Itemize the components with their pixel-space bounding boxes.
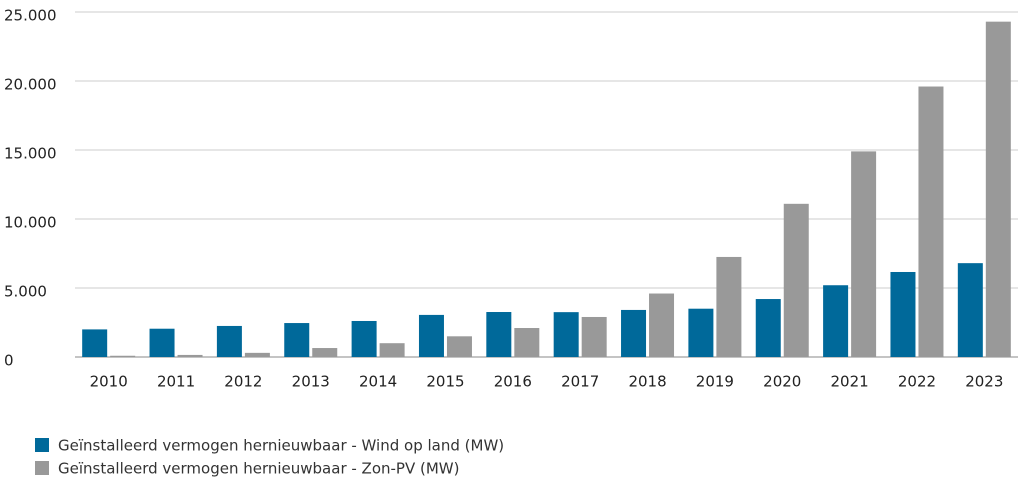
bar	[918, 86, 944, 358]
bar	[244, 352, 270, 357]
y-tick-label: 0	[4, 352, 14, 370]
legend-swatch	[35, 461, 49, 475]
bar	[149, 328, 175, 357]
x-tick-label: 2016	[494, 373, 532, 391]
x-tick-label: 2015	[426, 373, 464, 391]
x-tick-label: 2019	[696, 373, 734, 391]
x-tick-label: 2017	[561, 373, 599, 391]
x-tick-label: 2012	[224, 373, 262, 391]
bar	[216, 325, 242, 357]
bar	[649, 293, 675, 357]
x-tick-label: 2011	[157, 373, 195, 391]
x-tick-label: 2013	[292, 373, 330, 391]
x-tick-label: 2014	[359, 373, 397, 391]
bar	[553, 312, 579, 357]
x-tick-label: 2018	[628, 373, 666, 391]
bar	[418, 314, 444, 357]
bar	[688, 308, 714, 357]
x-tick-label: 2022	[898, 373, 936, 391]
bar	[716, 256, 742, 357]
bar	[177, 354, 203, 357]
bar	[351, 320, 377, 357]
bar	[486, 312, 512, 357]
x-tick-label: 2010	[90, 373, 128, 391]
x-tick-label: 2023	[965, 373, 1003, 391]
legend-label: Geïnstalleerd vermogen hernieuwbaar - Wi…	[58, 437, 504, 455]
bar	[851, 151, 877, 357]
bar	[312, 348, 338, 357]
bar	[957, 263, 983, 357]
bar	[446, 336, 472, 357]
bar	[82, 329, 108, 357]
bar	[514, 328, 540, 357]
x-tick-label: 2020	[763, 373, 801, 391]
bar	[890, 271, 916, 357]
bar	[110, 355, 136, 357]
bar	[985, 21, 1011, 357]
legend-swatch	[35, 438, 49, 452]
y-tick-label: 20.000	[4, 76, 57, 94]
y-tick-label: 10.000	[4, 214, 57, 232]
y-tick-label: 15.000	[4, 145, 57, 163]
y-tick-label: 25.000	[4, 7, 57, 25]
legend-label: Geïnstalleerd vermogen hernieuwbaar - Zo…	[58, 460, 459, 478]
x-tick-label: 2021	[831, 373, 869, 391]
bar	[755, 299, 781, 357]
bar	[581, 316, 607, 357]
bar	[823, 285, 849, 357]
bar	[621, 309, 647, 357]
y-tick-label: 5.000	[4, 283, 47, 301]
bar	[783, 203, 809, 357]
bar	[379, 343, 405, 357]
bar	[284, 323, 310, 357]
